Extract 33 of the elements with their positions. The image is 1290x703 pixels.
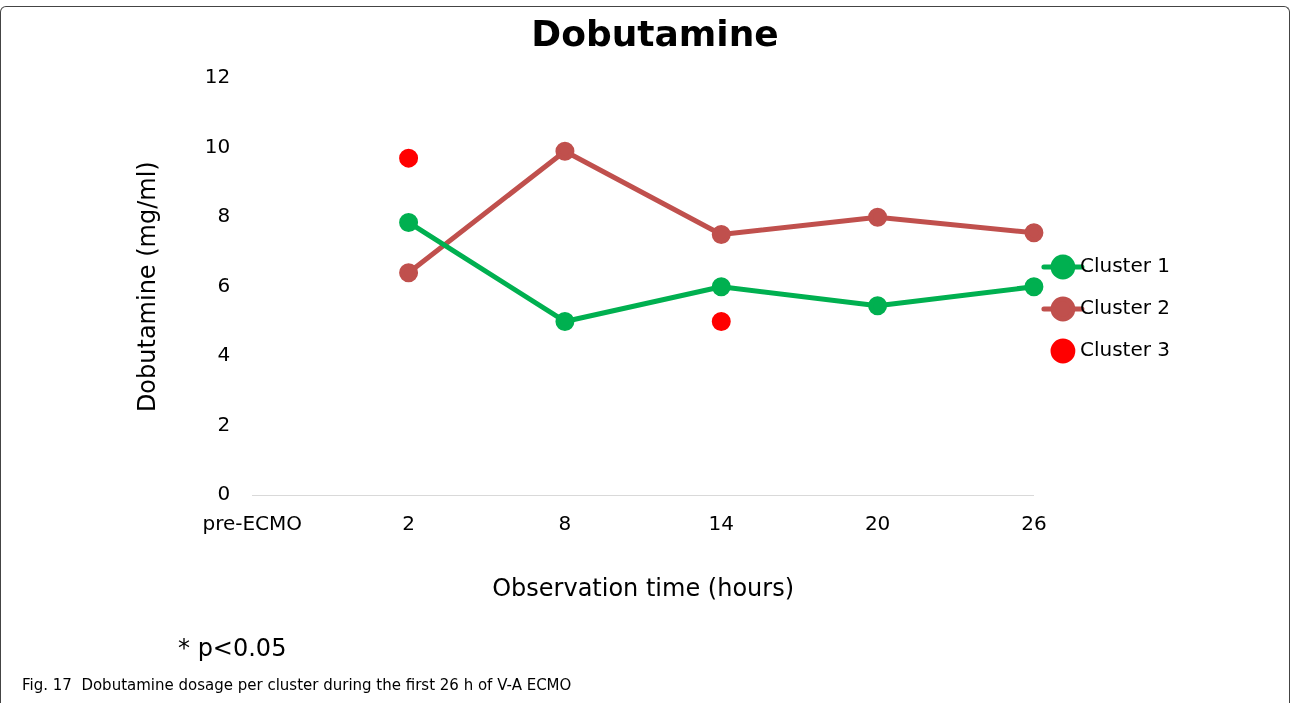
x-axis-title: Observation time (hours) <box>492 573 794 602</box>
point <box>555 311 575 331</box>
x-tick-label: 20 <box>864 511 891 536</box>
point <box>399 212 419 232</box>
y-tick-label: 12 <box>204 64 231 89</box>
y-tick-label: 6 <box>217 272 231 297</box>
point <box>1024 223 1044 243</box>
point <box>1024 277 1044 297</box>
legend-label: Cluster 1 <box>1079 253 1171 278</box>
point <box>711 225 731 245</box>
y-tick-label: 2 <box>217 411 231 436</box>
y-tick-label: 0 <box>217 481 231 506</box>
x-tick-label: 26 <box>1021 511 1047 536</box>
text: * p<0.05 <box>178 634 287 663</box>
x-tick-label: 14 <box>708 511 734 536</box>
y-axis-title: Dobutamine (mg/ml) <box>132 161 161 413</box>
point <box>868 296 888 316</box>
point <box>555 141 575 161</box>
point <box>868 207 888 227</box>
point <box>711 311 731 331</box>
x-tick-label: 2 <box>402 511 415 536</box>
legend-label: Cluster 2 <box>1079 295 1171 320</box>
point <box>399 148 419 168</box>
y-tick-label: 10 <box>204 133 231 158</box>
caption: Fig. 17 Dobutamine dosage per cluster during the first 26 h of V-A ECMO <box>22 675 572 694</box>
point <box>711 277 731 297</box>
x-tick-label: 8 <box>558 511 572 536</box>
point <box>399 263 419 283</box>
chart-title: Dobutamine <box>531 12 779 54</box>
y-tick-label: 4 <box>217 342 231 367</box>
x-tick-label: pre-ECMO <box>202 511 303 536</box>
y-tick-label: 8 <box>217 203 231 228</box>
legend-label: Cluster 3 <box>1079 337 1171 362</box>
